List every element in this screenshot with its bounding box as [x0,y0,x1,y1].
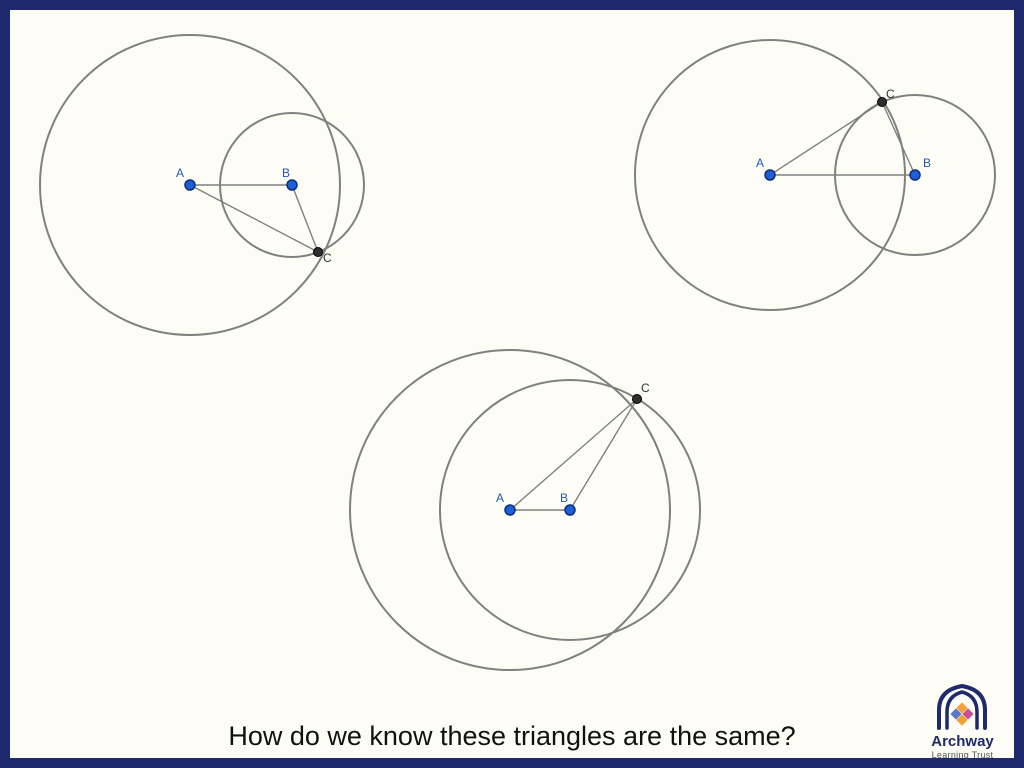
fig-top-right: A B C [605,40,1005,340]
point-b [565,505,575,515]
question-text: How do we know these triangles are the s… [10,721,1014,752]
label-b: B [282,166,290,180]
label-a: A [756,156,764,170]
fig-top-left: A B C [40,25,400,345]
point-c [314,248,323,257]
triangle [770,102,915,175]
point-b [287,180,297,190]
label-c: C [323,251,332,265]
label-a: A [176,166,184,180]
point-a [765,170,775,180]
point-a [185,180,195,190]
label-c: C [641,381,650,395]
archway-logo: ArchwayLearning Trust [915,684,1010,760]
archway-logo-icon [915,684,1010,730]
triangle [510,399,637,510]
label-a: A [496,491,504,505]
logo-brand-bottom: Learning Trust [915,750,1010,760]
logo-brand-top: Archway [915,733,1010,750]
point-b [910,170,920,180]
triangle [190,185,318,252]
fig-bottom: A B C [350,320,750,690]
label-b: B [923,156,931,170]
label-b: B [560,491,568,505]
label-c: C [886,87,895,101]
slide: How do we know these triangles are the s… [0,0,1024,768]
point-a [505,505,515,515]
point-c [633,395,642,404]
